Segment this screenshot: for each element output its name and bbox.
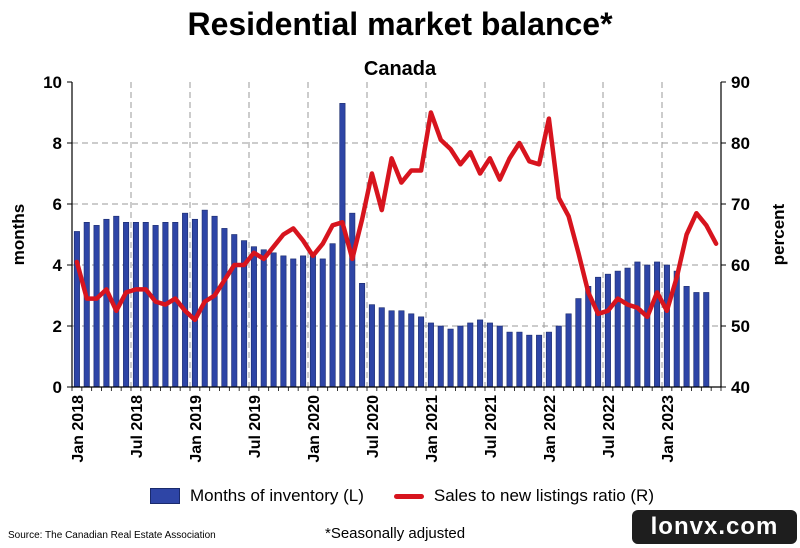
bar-inventory bbox=[378, 307, 385, 388]
bar-inventory bbox=[437, 325, 444, 388]
bar-inventory bbox=[654, 261, 661, 388]
bar-inventory bbox=[703, 292, 710, 388]
bar-inventory bbox=[427, 322, 434, 388]
bar-inventory bbox=[329, 243, 336, 388]
x-tick-label: Jan 2022 bbox=[542, 395, 559, 463]
y-tick-label-left: 2 bbox=[53, 317, 62, 336]
bar-inventory bbox=[555, 325, 562, 388]
line-sales-ratio bbox=[74, 110, 719, 323]
bar-inventory bbox=[477, 319, 484, 388]
x-tick-label: Jan 2021 bbox=[424, 395, 441, 463]
bar-inventory bbox=[280, 255, 287, 388]
y-tick-label-right: 60 bbox=[731, 256, 750, 275]
bar-inventory bbox=[408, 313, 415, 388]
bar-inventory bbox=[300, 255, 307, 388]
bar-inventory bbox=[536, 334, 543, 388]
chart-subtitle: Canada bbox=[363, 58, 437, 80]
y-tick-label-left: 10 bbox=[43, 73, 62, 92]
watermark-logo: lonvx.com bbox=[632, 510, 797, 544]
bar-inventory bbox=[486, 322, 493, 388]
x-tick-label: Jan 2020 bbox=[306, 395, 323, 463]
bar-inventory bbox=[359, 282, 366, 388]
bar-inventory bbox=[398, 310, 405, 388]
bar-inventory bbox=[93, 225, 100, 388]
bar-inventory bbox=[604, 273, 611, 388]
bar-inventory bbox=[123, 222, 130, 388]
bar-inventory bbox=[526, 334, 533, 388]
legend-label-ratio: Sales to new listings ratio (R) bbox=[433, 486, 654, 505]
legend-label-inventory: Months of inventory (L) bbox=[190, 486, 364, 505]
bar-inventory bbox=[339, 103, 346, 388]
y-tick-label-right: 80 bbox=[731, 134, 750, 153]
x-tick-label: Jan 2019 bbox=[188, 395, 205, 463]
y-axis-title-left: months bbox=[9, 204, 28, 265]
x-tick-label: Jul 2021 bbox=[483, 395, 500, 458]
x-tick-label: Jan 2023 bbox=[660, 395, 677, 463]
bar-inventory bbox=[447, 328, 454, 388]
y-tick-label-left: 0 bbox=[53, 378, 62, 397]
bar-inventory bbox=[83, 222, 90, 388]
bar-inventory bbox=[595, 276, 602, 388]
x-tick-label: Jan 2018 bbox=[70, 395, 87, 463]
bar-inventory bbox=[103, 218, 110, 388]
x-tick-label: Jul 2019 bbox=[247, 395, 264, 458]
bar-inventory bbox=[309, 255, 316, 388]
bar-inventory bbox=[545, 331, 552, 388]
bar-inventory bbox=[73, 231, 80, 388]
bar-inventory bbox=[211, 215, 218, 388]
bar-inventory bbox=[260, 249, 267, 388]
bar-inventory bbox=[467, 322, 474, 388]
bar-inventory bbox=[182, 212, 189, 388]
y-tick-label-right: 70 bbox=[731, 195, 750, 214]
y-tick-label-right: 40 bbox=[731, 378, 750, 397]
bar-inventory bbox=[693, 292, 700, 388]
y-tick-label-left: 4 bbox=[53, 256, 63, 275]
bar-inventory bbox=[644, 264, 651, 388]
bar-inventory bbox=[270, 252, 277, 388]
bar-inventory bbox=[368, 304, 375, 388]
y-tick-label-right: 50 bbox=[731, 317, 750, 336]
bar-inventory bbox=[221, 228, 228, 388]
chart-legend: Months of inventory (L) Sales to new lis… bbox=[150, 486, 654, 506]
bar-inventory bbox=[683, 286, 690, 388]
bar-inventory bbox=[624, 267, 631, 388]
bar-inventory bbox=[614, 270, 621, 388]
source-note: Source: The Canadian Real Estate Associa… bbox=[8, 530, 216, 541]
y-axis-title-right: percent bbox=[769, 203, 788, 265]
bar-inventory bbox=[191, 218, 198, 388]
bar-inventory bbox=[319, 258, 326, 388]
chart-title: Residential market balance* bbox=[187, 6, 613, 42]
bar-inventory bbox=[152, 225, 159, 388]
bar-inventory bbox=[457, 325, 464, 388]
bar-inventory bbox=[575, 298, 582, 388]
bar-inventory bbox=[516, 331, 523, 388]
legend-swatch-inventory bbox=[150, 488, 180, 504]
y-tick-label-left: 8 bbox=[53, 134, 62, 153]
bar-inventory bbox=[418, 316, 425, 388]
bar-inventory bbox=[634, 261, 641, 388]
x-tick-label: Jul 2018 bbox=[129, 395, 146, 458]
bar-inventory bbox=[231, 234, 238, 388]
x-tick-label: Jul 2020 bbox=[365, 395, 382, 458]
bar-inventory bbox=[250, 246, 257, 388]
footnote: *Seasonally adjusted bbox=[325, 525, 466, 542]
bar-inventory bbox=[132, 222, 139, 388]
bar-inventory bbox=[496, 325, 503, 388]
bar-inventory bbox=[142, 222, 149, 388]
y-tick-label-right: 90 bbox=[731, 73, 750, 92]
bar-inventory bbox=[290, 258, 297, 388]
bar-inventory bbox=[349, 212, 356, 388]
bar-inventory bbox=[663, 264, 670, 388]
bar-inventory bbox=[506, 331, 513, 388]
y-tick-label-left: 6 bbox=[53, 195, 62, 214]
bar-inventory bbox=[565, 313, 572, 388]
bar-inventory bbox=[388, 310, 395, 388]
x-tick-label: Jul 2022 bbox=[601, 395, 618, 458]
bar-inventory bbox=[172, 222, 179, 388]
legend-swatch-ratio bbox=[393, 493, 424, 499]
